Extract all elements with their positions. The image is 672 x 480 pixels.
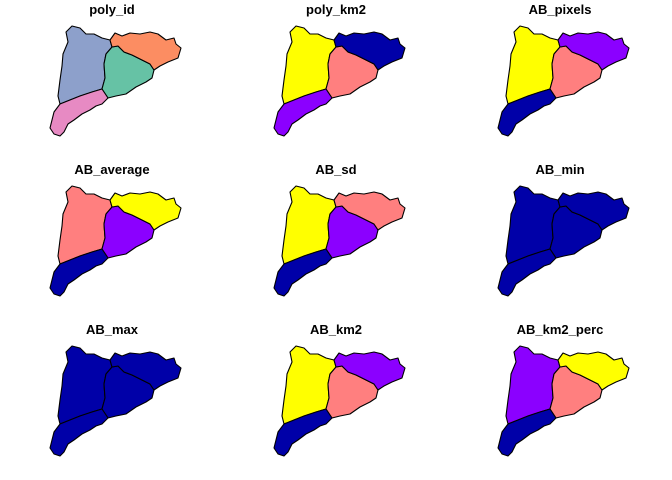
map-panel-ab-min: AB_min: [497, 162, 630, 297]
region-girona: [557, 191, 630, 231]
map-panel-poly-id: poly_id: [49, 2, 182, 137]
panel-title: AB_sd: [315, 162, 356, 177]
map-panel-ab-pixels: AB_pixels: [497, 2, 630, 137]
panel-title: AB_pixels: [529, 2, 592, 17]
map-panel-ab-km2: AB_km2: [273, 322, 406, 457]
region-tarragona: [497, 88, 557, 137]
map-panel-poly-km2: poly_km2: [273, 2, 406, 137]
region-tarragona: [273, 88, 333, 137]
region-girona: [109, 191, 182, 231]
region-tarragona: [497, 248, 557, 297]
map-panel-ab-average: AB_average: [49, 162, 182, 297]
map-panel-ab-max: AB_max: [49, 322, 182, 457]
region-girona: [333, 351, 406, 391]
region-girona: [557, 351, 630, 391]
region-girona: [333, 31, 406, 71]
region-girona: [557, 31, 630, 71]
map-panels: poly_id poly_km2 AB_pixels AB_average AB_sd A…: [49, 2, 630, 457]
map-panel-ab-km2-perc: AB_km2_perc: [497, 322, 630, 457]
panel-title: poly_id: [89, 2, 135, 17]
region-girona: [109, 351, 182, 391]
panel-title: AB_km2_perc: [517, 322, 604, 337]
region-tarragona: [273, 408, 333, 457]
panel-title: AB_average: [74, 162, 149, 177]
region-tarragona: [497, 408, 557, 457]
panel-title: AB_max: [86, 322, 139, 337]
region-girona: [333, 191, 406, 231]
region-tarragona: [273, 248, 333, 297]
panel-title: AB_km2: [310, 322, 362, 337]
region-tarragona: [49, 248, 109, 297]
panel-title: AB_min: [535, 162, 584, 177]
region-tarragona: [49, 88, 109, 137]
map-panel-ab-sd: AB_sd: [273, 162, 406, 297]
region-tarragona: [49, 408, 109, 457]
region-girona: [109, 31, 182, 71]
panel-title: poly_km2: [306, 2, 366, 17]
